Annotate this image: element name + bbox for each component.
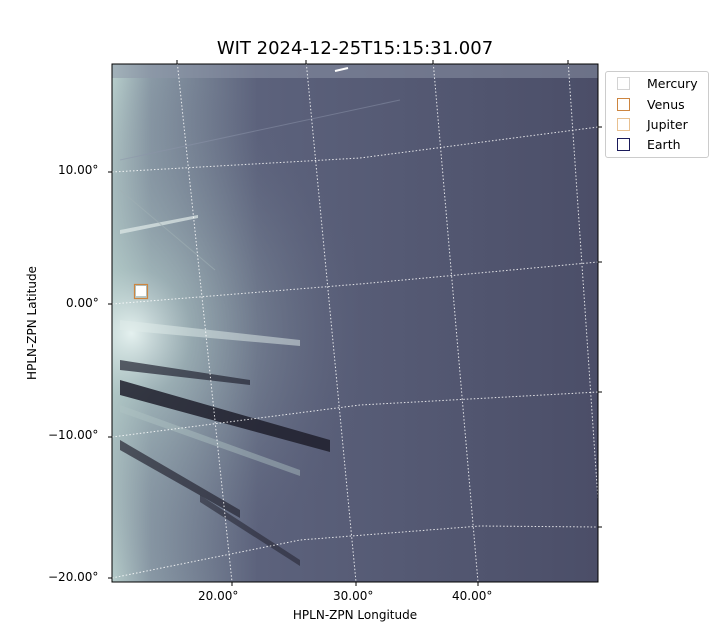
coordinate-grid — [108, 59, 602, 586]
legend: Mercury Venus Jupiter Earth — [605, 71, 709, 158]
y-tick-label: −10.00° — [48, 428, 99, 442]
y-tick-label: 0.00° — [66, 296, 99, 310]
legend-swatch — [617, 97, 630, 111]
grid-line — [567, 59, 599, 501]
x-tick-label: 30.00° — [333, 589, 374, 603]
legend-swatch — [617, 117, 630, 131]
legend-label: Jupiter — [647, 116, 688, 132]
x-axis-label: HPLN-ZPN Longitude — [292, 608, 418, 622]
legend-label: Earth — [647, 136, 681, 152]
legend-swatch — [617, 137, 630, 151]
y-tick-label: 10.00° — [58, 163, 99, 177]
chart-title: WIT 2024-12-25T15:15:31.007 — [216, 38, 494, 59]
venus-marker — [133, 283, 149, 300]
grid-line — [111, 525, 599, 579]
legend-label: Venus — [647, 96, 685, 112]
x-tick-label: 20.00° — [198, 589, 239, 603]
legend-item-earth: Earth — [617, 135, 681, 153]
legend-item-mercury: Mercury — [617, 74, 698, 92]
y-tick-label: −20.00° — [48, 570, 99, 584]
legend-label: Mercury — [647, 75, 698, 91]
x-tick-label: 40.00° — [452, 589, 493, 603]
solar-image — [112, 64, 598, 582]
legend-item-jupiter: Jupiter — [617, 115, 688, 133]
grid-line — [111, 261, 599, 305]
plot-frame — [111, 63, 599, 583]
legend-item-venus: Venus — [617, 95, 685, 113]
y-axis-label: HPLN-ZPN Latitude — [25, 266, 39, 380]
legend-swatch — [617, 76, 630, 90]
